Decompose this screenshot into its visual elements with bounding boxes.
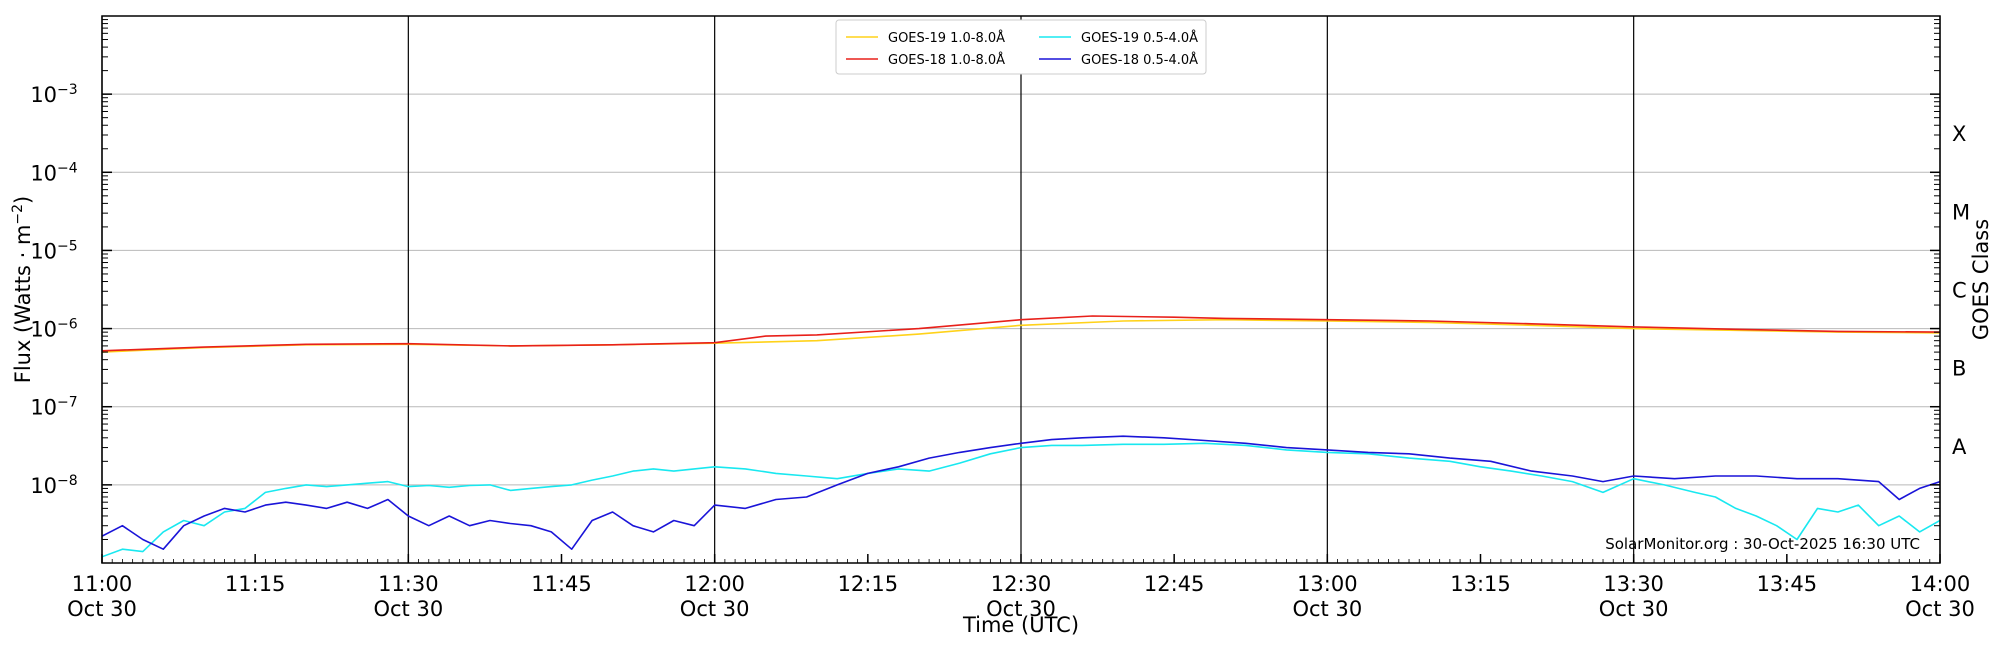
x-tick-date-6: Oct 30 (986, 597, 1056, 621)
y-tick-base: 10 (30, 161, 57, 185)
x-tick-label-1: 11:15 (225, 572, 286, 596)
x-tick-date-12: Oct 30 (1905, 597, 1975, 621)
y-tick-label-5: 10−3 (30, 82, 77, 107)
y-tick-exponent: −7 (57, 395, 78, 411)
x-tick-date-10: Oct 30 (1599, 597, 1669, 621)
y-tick-label-1: 10−7 (30, 395, 77, 420)
x-tick-label-4: 12:00 (684, 572, 745, 596)
x-tick-date-2: Oct 30 (373, 597, 443, 621)
y-tick-exponent: −8 (57, 473, 78, 489)
y-axis-title-exponent: −2 (10, 204, 26, 225)
series-layer (102, 315, 1940, 558)
y-axis-title-close: ) (11, 196, 35, 204)
x-tick-label-10: 13:30 (1603, 572, 1664, 596)
x-tick-label-3: 11:45 (531, 572, 592, 596)
goes-class-C: C (1952, 279, 1967, 303)
goes-class-B: B (1952, 357, 1966, 381)
y-tick-exponent: −4 (57, 160, 78, 176)
legend-box (835, 19, 1207, 75)
y-tick-base: 10 (30, 239, 57, 263)
x-tick-date-0: Oct 30 (67, 597, 137, 621)
x-tick-date-8: Oct 30 (1292, 597, 1362, 621)
y-tick-base: 10 (30, 474, 57, 498)
credit-text: SolarMonitor.org : 30-Oct-2025 16:30 UTC (1605, 535, 1920, 553)
y-tick-label-4: 10−4 (30, 160, 77, 185)
y-axis-ticks: 10−810−710−610−510−410−3 (30, 82, 1940, 498)
y-tick-exponent: −3 (57, 82, 78, 98)
goes-class-A: A (1952, 435, 1967, 459)
legend: GOES-19 1.0-8.0Å GOES-18 1.0-8.0Å GOES-19 … (835, 19, 1207, 75)
y-axis-title-main: Flux (Watts · m (11, 225, 35, 384)
y-tick-base: 10 (30, 83, 57, 107)
series-line-2 (102, 442, 1940, 558)
x-tick-date-4: Oct 30 (680, 597, 750, 621)
legend-label-1: GOES-18 1.0-8.0Å (888, 52, 1005, 68)
y-tick-exponent: −6 (57, 317, 78, 333)
x-tick-label-0: 11:00 (72, 572, 133, 596)
legend-label-3: GOES-18 0.5-4.0Å (1081, 52, 1198, 68)
goes-class-X: X (1952, 122, 1966, 146)
x-tick-label-9: 13:15 (1450, 572, 1511, 596)
x-tick-label-8: 13:00 (1297, 572, 1358, 596)
y-tick-base: 10 (30, 396, 57, 420)
x-tick-label-11: 13:45 (1757, 572, 1818, 596)
legend-label-0: GOES-19 1.0-8.0Å (888, 30, 1005, 46)
x-tick-label-12: 14:00 (1910, 572, 1971, 596)
x-tick-label-7: 12:45 (1144, 572, 1205, 596)
goes-class-M: M (1952, 200, 1970, 224)
series-line-1 (102, 315, 1940, 352)
y-tick-exponent: −5 (57, 238, 78, 254)
goes-class-axis-title: GOES Class (1969, 219, 1993, 340)
x-tick-label-2: 11:30 (378, 572, 439, 596)
x-axis-title: Time (UTC) (962, 613, 1079, 637)
y-tick-label-3: 10−5 (30, 238, 77, 263)
y-axis-title: Flux (Watts · m−2) (10, 196, 35, 384)
x-tick-label-6: 12:30 (991, 572, 1052, 596)
goes-class-labels: A B C M X (1952, 122, 1970, 459)
y-tick-label-2: 10−6 (30, 317, 77, 342)
y-tick-label-0: 10−8 (30, 473, 77, 498)
x-tick-label-5: 12:15 (838, 572, 899, 596)
legend-label-2: GOES-19 0.5-4.0Å (1081, 30, 1198, 46)
series-line-3 (102, 435, 1940, 550)
y-tick-base: 10 (30, 318, 57, 342)
